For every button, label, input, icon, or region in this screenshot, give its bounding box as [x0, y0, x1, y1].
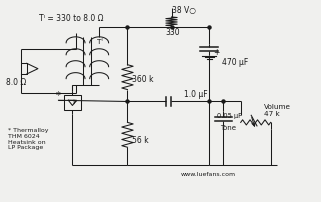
Text: www.luefans.com: www.luefans.com: [181, 171, 236, 176]
Text: 470 μF: 470 μF: [222, 58, 248, 67]
Text: Volume
47 k: Volume 47 k: [264, 103, 291, 116]
Text: Tᴵ = 330 to 8.0 Ω: Tᴵ = 330 to 8.0 Ω: [39, 14, 104, 23]
Text: Tone: Tone: [220, 125, 236, 131]
Text: Tᴵ: Tᴵ: [97, 39, 103, 45]
Text: 330: 330: [165, 28, 180, 37]
Text: +: +: [213, 48, 220, 57]
Text: 0.05 μF: 0.05 μF: [217, 113, 242, 119]
Text: 1.0 μF: 1.0 μF: [184, 90, 208, 99]
Text: 8.0 Ω: 8.0 Ω: [6, 78, 27, 87]
Text: 56 k: 56 k: [132, 135, 148, 144]
Bar: [64, 96, 81, 110]
Text: *: *: [56, 90, 61, 100]
Text: 38 V○: 38 V○: [172, 6, 196, 15]
Text: 360 k: 360 k: [132, 75, 153, 84]
Text: * Thermalloy
THM 6024
Heatsink on
LP Package: * Thermalloy THM 6024 Heatsink on LP Pac…: [8, 127, 48, 150]
